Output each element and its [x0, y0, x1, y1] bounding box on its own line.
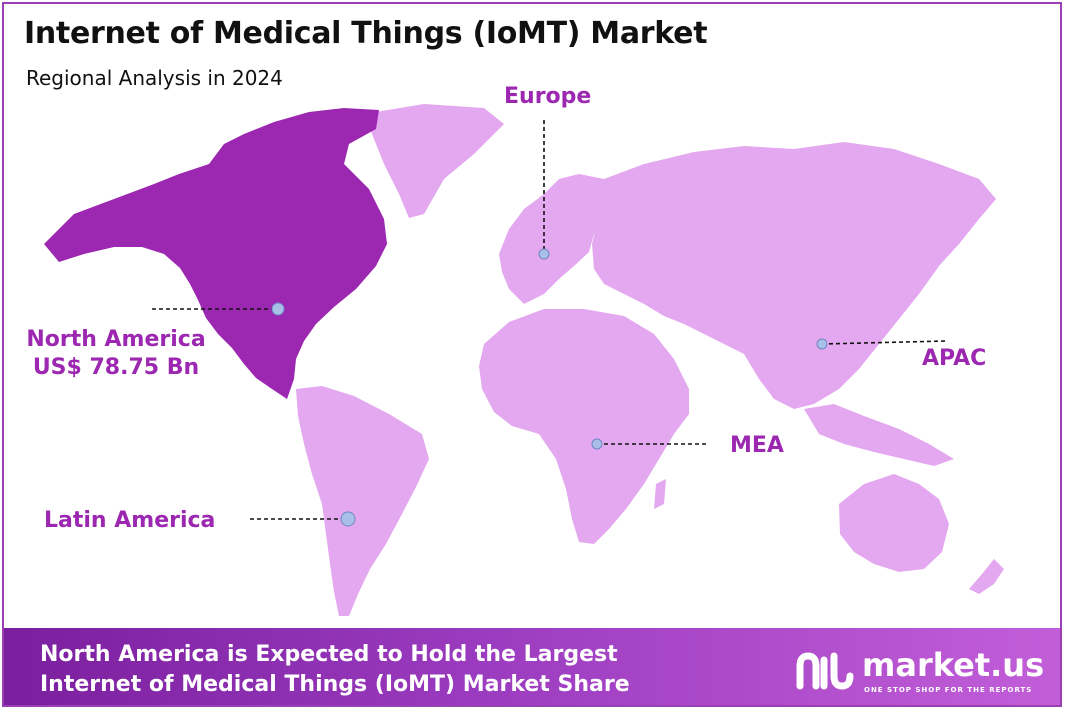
europe-marker — [538, 248, 550, 260]
chart-subtitle: Regional Analysis in 2024 — [26, 66, 283, 90]
apac-label: APAC — [922, 346, 987, 371]
mea-marker — [591, 438, 603, 450]
new-zealand-shape — [969, 559, 1004, 594]
north-america-value: US$ 78.75 Bn — [32, 355, 200, 380]
brand-name: market.us — [862, 646, 1045, 684]
greenland-shape — [364, 104, 504, 218]
mea-label: MEA — [730, 433, 784, 458]
footer-line-1: North America is Expected to Hold the La… — [40, 642, 618, 667]
africa-shape — [479, 309, 689, 544]
footer-banner: North America is Expected to Hold the La… — [4, 628, 1060, 705]
footer-message: North America is Expected to Hold the La… — [40, 640, 630, 700]
latin-america-marker — [340, 511, 356, 527]
asia-shape — [592, 142, 996, 409]
brand-tagline: ONE STOP SHOP FOR THE REPORTS — [864, 686, 1033, 694]
europe-label: Europe — [504, 84, 592, 109]
north-america-shape — [44, 108, 387, 399]
south-america-shape — [296, 386, 429, 616]
madagascar-shape — [654, 479, 666, 509]
apac-marker — [816, 338, 828, 350]
southeast-asia-shape — [804, 404, 954, 466]
north-america-name: North America — [26, 327, 206, 352]
footer-line-2: Internet of Medical Things (IoMT) Market… — [40, 672, 630, 697]
latin-america-label: Latin America — [44, 508, 216, 533]
north-america-marker — [271, 302, 285, 316]
world-map — [44, 104, 1004, 616]
north-america-label: North America US$ 78.75 Bn — [18, 326, 214, 382]
brand-logo: market.us ONE STOP SHOP FOR THE REPORTS — [794, 646, 1054, 696]
australia-shape — [839, 474, 949, 572]
chart-title: Internet of Medical Things (IoMT) Market — [24, 16, 708, 51]
market-us-logo-icon — [796, 652, 854, 690]
europe-shape — [499, 174, 614, 304]
